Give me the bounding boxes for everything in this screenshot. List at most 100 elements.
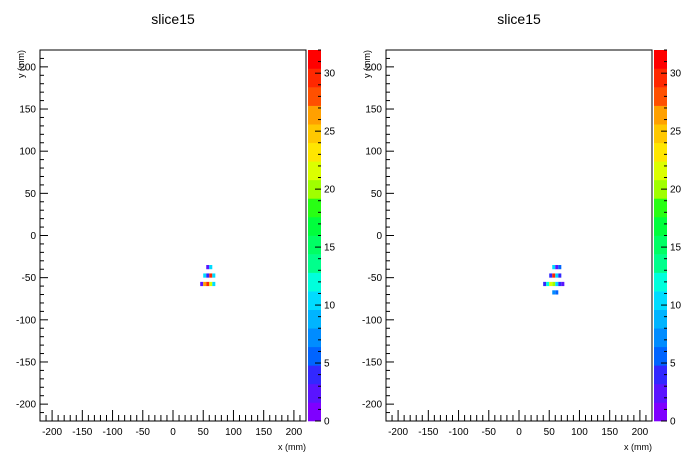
p0-x-tick-label-6: 100	[225, 427, 242, 438]
p1-colorbar-label-2: 10	[670, 301, 682, 312]
p0-x-tick-label-1: -150	[72, 427, 92, 438]
p0-y-tick-label-8: 200	[19, 62, 36, 73]
p0-heatmap-cell-6	[200, 281, 204, 287]
p0-colorbar-band-15	[308, 124, 321, 144]
p1-heatmap-cell-5	[555, 273, 559, 278]
p0-colorbar-label-6: 30	[324, 69, 336, 80]
p0-y-tick-label-7: 150	[19, 105, 36, 116]
p0-chart-title: slice15	[151, 11, 195, 27]
p0-colorbar-label-5: 25	[324, 127, 336, 138]
p1-y-tick-label-3: -50	[368, 273, 383, 284]
p0-colorbar-band-19	[308, 50, 321, 69]
p1-heatmap-cell-12	[558, 281, 562, 287]
p1-colorbar-label-4: 20	[670, 185, 682, 196]
p0-y-tick-label-5: 50	[25, 189, 37, 200]
p0-x-tick-label-2: -100	[103, 427, 123, 438]
p0-y-tick-label-0: -200	[16, 400, 36, 411]
p1-colorbar-band-7	[654, 272, 667, 292]
p1-y-axis-label: y (mm)	[362, 50, 372, 78]
p0-colorbar-band-4	[308, 328, 321, 348]
p0-heatmap-cell-4	[209, 273, 213, 278]
p1-heatmap-cell-1	[555, 265, 559, 270]
p1-y-tick-label-2: -100	[362, 315, 382, 326]
p1-x-axis-label: x (mm)	[624, 442, 652, 452]
p1-x-tick-label-4: 0	[516, 427, 522, 438]
p1-y-tick-label-0: -200	[362, 400, 382, 411]
p1-colorbar-band-5	[654, 309, 667, 329]
p1-colorbar-band-0	[654, 402, 667, 422]
p1-colorbar-band-2	[654, 365, 667, 385]
p1-x-tick-label-5: 50	[544, 427, 556, 438]
p1-heatmap-cell-7	[543, 281, 547, 287]
p0-colorbar-label-1: 5	[324, 359, 330, 370]
p0-heatmap-cell-2	[203, 273, 207, 278]
p0-colorbar-label-3: 15	[324, 243, 336, 254]
p1-heatmap-cell-2	[558, 265, 562, 270]
p0-x-tick-label-7: 150	[255, 427, 272, 438]
p0-y-tick-label-2: -100	[16, 315, 36, 326]
p0-heatmap-cell-1	[209, 265, 213, 270]
p1-colorbar-band-16	[654, 105, 667, 125]
p0-colorbar-band-1	[308, 383, 321, 403]
p1-colorbar-label-3: 15	[670, 243, 682, 254]
p1-y-tick-label-7: 150	[365, 105, 382, 116]
p1-heatmap-cell-10	[552, 281, 556, 287]
p0-heatmap-cell-3	[206, 273, 210, 278]
p1-heatmap-cell-3	[549, 273, 553, 278]
p1-colorbar-label-5: 25	[670, 127, 682, 138]
p1-colorbar-label-6: 30	[670, 69, 682, 80]
p1-colorbar-band-10	[654, 216, 667, 236]
p1-colorbar-band-4	[654, 328, 667, 348]
p1-heatmap-cell-6	[558, 273, 562, 278]
p0-x-tick-label-3: -50	[136, 427, 151, 438]
p1-chart-title: slice15	[497, 11, 541, 27]
p1-colorbar-label-0: 0	[670, 417, 676, 428]
p0-colorbar-band-5	[308, 309, 321, 329]
chart-svg-right: slice15-200 -150 -100 -50 0 50 100 150 200-200-1…	[362, 11, 682, 452]
p1-heatmap-cell-15	[555, 290, 559, 295]
p0-y-tick-label-4: 0	[30, 231, 36, 242]
p1-x-tick-label-6: 100	[571, 427, 588, 438]
p0-y-tick-label-3: -50	[22, 273, 37, 284]
p1-x-tick-label-0: -200	[388, 427, 408, 438]
p0-colorbar-label-0: 0	[324, 417, 330, 428]
p1-heatmap-cell-0	[552, 265, 556, 270]
p0-colorbar-label-2: 10	[324, 301, 336, 312]
p1-y-tick-label-1: -150	[362, 357, 382, 368]
p1-colorbar-band-3	[654, 346, 667, 366]
p1-colorbar-band-13	[654, 161, 667, 181]
p1-colorbar-band-1	[654, 383, 667, 403]
p1-colorbar-band-8	[654, 254, 667, 273]
p1-heatmap-cell-9	[549, 281, 553, 287]
p1-y-tick-label-4: 0	[376, 231, 382, 242]
p0-colorbar-band-11	[308, 198, 321, 218]
chart-panel-right: slice15 -200 -150 -100 -50 0 50 100 150 200 -200 -1…	[346, 0, 694, 472]
p0-colorbar-band-16	[308, 105, 321, 125]
p1-colorbar-band-9	[654, 235, 667, 255]
p0-x-tick-label-5: 50	[198, 427, 210, 438]
p0-colorbar-label-4: 20	[324, 185, 336, 196]
p1-heatmap-cell-14	[552, 290, 556, 295]
p1-x-tick-label-7: 150	[601, 427, 618, 438]
p1-colorbar-band-17	[654, 87, 667, 106]
p0-colorbar-band-14	[308, 142, 321, 162]
p1-y-tick-label-8: 200	[365, 62, 382, 73]
p1-heatmap-cell-8	[546, 281, 550, 287]
p0-colorbar-band-17	[308, 87, 321, 106]
p0-colorbar-band-12	[308, 179, 321, 199]
p0-y-axis-label: y (mm)	[16, 50, 26, 78]
p0-colorbar-band-6	[308, 291, 321, 310]
p1-colorbar-band-11	[654, 198, 667, 218]
p0-colorbar-band-3	[308, 346, 321, 366]
p1-y-tick-label-5: 50	[371, 189, 383, 200]
p0-colorbar-band-8	[308, 254, 321, 273]
p0-x-tick-label-8: 200	[286, 427, 303, 438]
p1-heatmap-cell-13	[561, 281, 565, 287]
p1-heatmap-cell-11	[555, 281, 559, 287]
p0-colorbar-band-2	[308, 365, 321, 385]
p1-heatmap-cell-4	[552, 273, 556, 278]
p1-plot-frame	[385, 49, 653, 422]
p0-colorbar-band-9	[308, 235, 321, 255]
p1-y-tick-label-6: 100	[365, 147, 382, 158]
p1-colorbar-band-19	[654, 50, 667, 69]
